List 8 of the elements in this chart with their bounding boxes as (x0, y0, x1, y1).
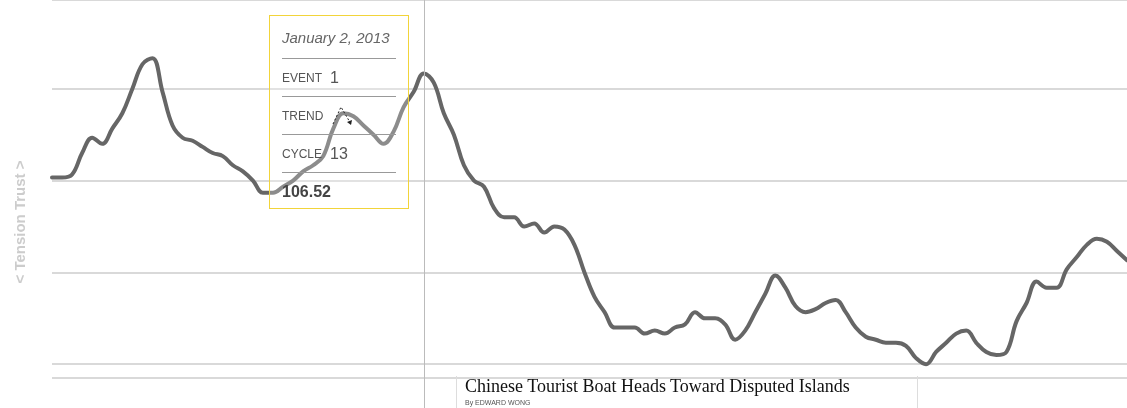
annotation: TREND (282, 108, 324, 123)
annotation: 13 (330, 144, 348, 163)
text: Chinese Tourist Boat Heads Toward Disputed Islands (465, 376, 851, 397)
annotation: CYCLE (282, 146, 323, 161)
annotation: EVENT (282, 70, 323, 85)
annotation: 1 (330, 68, 339, 87)
annotation: 106.52 (282, 182, 331, 201)
text: January 2, 2013 (282, 28, 390, 46)
